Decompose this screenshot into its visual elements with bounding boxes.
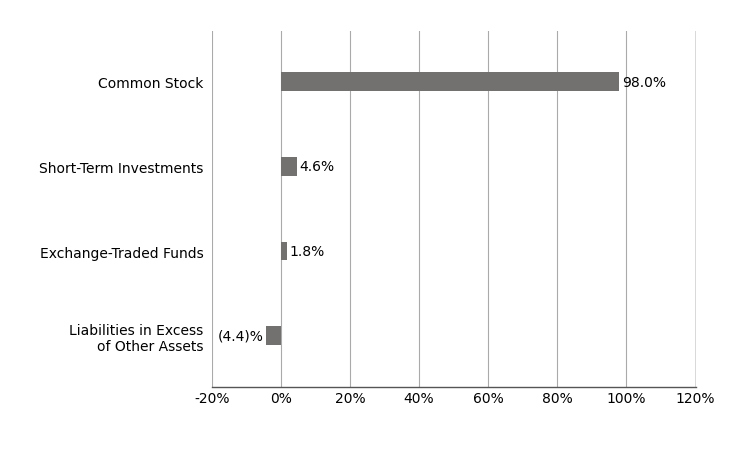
Bar [280, 242, 287, 261]
Bar [280, 73, 619, 92]
Bar [265, 327, 280, 345]
Bar [280, 158, 296, 177]
Text: 1.8%: 1.8% [290, 245, 325, 258]
Text: 4.6%: 4.6% [299, 160, 335, 174]
Text: (4.4)%: (4.4)% [218, 329, 264, 343]
Text: 98.0%: 98.0% [622, 76, 666, 90]
